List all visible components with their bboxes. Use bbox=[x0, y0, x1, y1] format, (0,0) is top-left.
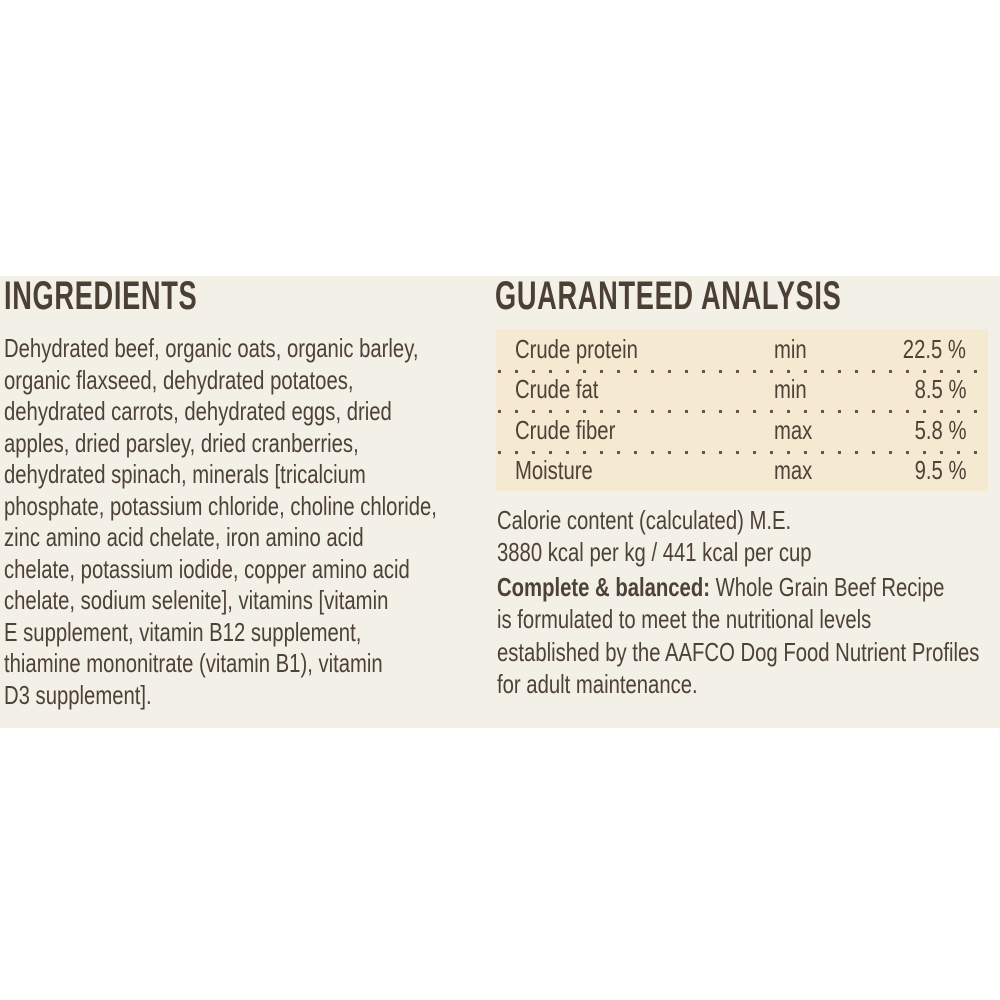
ingredients-line: D3 supplement]. bbox=[4, 679, 152, 710]
min-max-basis: max bbox=[774, 455, 813, 486]
percent-value: 22.5 % bbox=[902, 333, 966, 364]
aafco-line: for adult maintenance. bbox=[497, 669, 698, 700]
aafco-line: is formulated to meet the nutritional le… bbox=[497, 604, 872, 635]
ingredients-line: organic flaxseed, dehydrated potatoes, bbox=[4, 364, 354, 395]
aafco-lines: is formulated to meet the nutritional le… bbox=[497, 603, 979, 700]
ingredients-line: apples, dried parsley, dried cranberries… bbox=[4, 427, 359, 458]
min-max-basis: min bbox=[774, 374, 807, 405]
analysis-table-row: Crude fat min 8.5 % bbox=[496, 369, 988, 410]
analysis-table-row: Crude protein min 22.5 % bbox=[496, 329, 988, 370]
recipe-name: Whole Grain Beef Recipe bbox=[715, 572, 945, 602]
min-max-basis: min bbox=[774, 333, 807, 364]
nutrient-name: Crude fat bbox=[515, 374, 599, 405]
aafco-line: established by the AAFCO Dog Food Nutrie… bbox=[497, 636, 980, 667]
nutrient-name: Moisture bbox=[515, 455, 593, 486]
aafco-line-first: Complete & balanced: Whole Grain Beef Re… bbox=[497, 571, 979, 603]
calorie-kcal-line: 3880 kcal per kg / 441 kcal per cup bbox=[497, 537, 812, 567]
percent-value: 9.5 % bbox=[914, 455, 966, 486]
ingredients-line: chelate, sodium selenite], vitamins [vit… bbox=[4, 585, 389, 615]
analysis-table-row: Moisture max 9.5 % bbox=[496, 450, 988, 491]
ingredients-heading: INGREDIENTS bbox=[4, 274, 198, 318]
calorie-content-line: Calorie content (calculated) M.E. bbox=[497, 505, 792, 535]
nutrient-name: Crude protein bbox=[515, 333, 638, 364]
guaranteed-analysis-heading: GUARANTEED ANALYSIS bbox=[495, 274, 842, 318]
aafco-statement-block: Complete & balanced: Whole Grain Beef Re… bbox=[497, 571, 979, 701]
ingredients-line: thiamine mononitrate (vitamin B1), vitam… bbox=[4, 648, 383, 678]
ingredients-line: dehydrated carrots, dehydrated eggs, dri… bbox=[4, 396, 392, 426]
ingredients-line: chelate, potassium iodide, copper amino … bbox=[4, 553, 410, 584]
analysis-table-row: Crude fiber max 5.8 % bbox=[496, 410, 988, 451]
percent-value: 5.8 % bbox=[914, 414, 966, 445]
nutrient-name: Crude fiber bbox=[515, 414, 616, 445]
guaranteed-analysis-table: Crude protein min 22.5 % Crude fat min 8… bbox=[496, 329, 988, 491]
ingredients-line: dehydrated spinach, minerals [tricalcium bbox=[4, 459, 366, 489]
percent-value: 8.5 % bbox=[914, 374, 966, 405]
calorie-content-block: Calorie content (calculated) M.E. 3880 k… bbox=[497, 504, 812, 568]
ingredients-text: Dehydrated beef, organic oats, organic b… bbox=[4, 333, 437, 711]
min-max-basis: max bbox=[774, 414, 813, 445]
ingredients-line: Dehydrated beef, organic oats, organic b… bbox=[4, 333, 419, 363]
ingredients-line: E supplement, vitamin B12 supplement, bbox=[4, 616, 362, 647]
ingredients-line: phosphate, potassium chloride, choline c… bbox=[4, 490, 437, 521]
ingredients-line: zinc amino acid chelate, iron amino acid bbox=[4, 522, 364, 552]
complete-balanced-label: Complete & balanced: bbox=[497, 572, 710, 602]
